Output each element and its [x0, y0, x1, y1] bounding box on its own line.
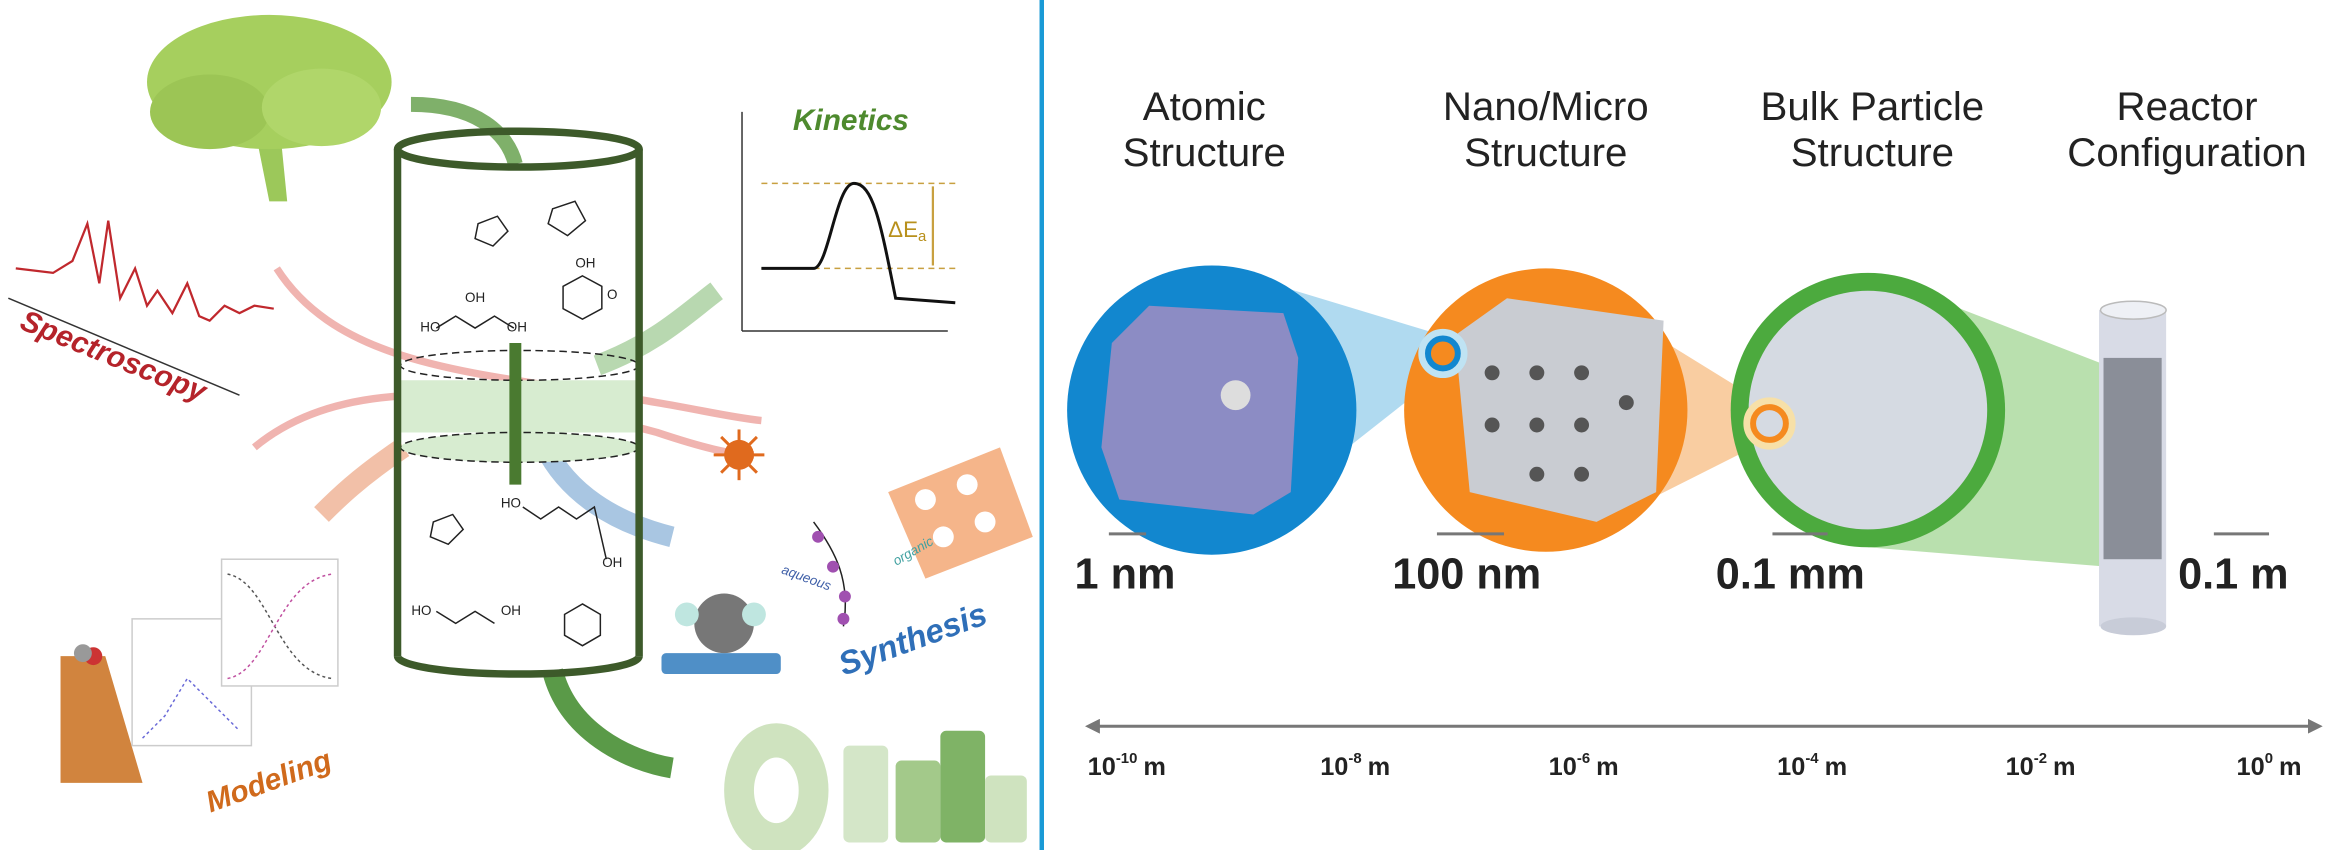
molecules	[429, 200, 608, 647]
tick-base: 10	[1320, 753, 1348, 781]
tick-unit: m	[2279, 753, 2302, 781]
tick-exponent: -10	[1116, 751, 1138, 767]
axis-tick-label: 10-4 m	[1777, 751, 1847, 781]
axis-tick-label: 10-10 m	[1088, 751, 1166, 781]
axis-tick-label: 10-2 m	[2006, 751, 2076, 781]
atom-label: O	[607, 287, 617, 302]
tick-base: 10	[1549, 753, 1577, 781]
header: Structure	[1464, 130, 1627, 175]
atom-label: OH	[465, 290, 485, 305]
products	[724, 723, 1027, 850]
header: Structure	[1791, 130, 1954, 175]
arrow	[410, 96, 523, 167]
header-line: Structure	[1791, 130, 1954, 175]
atom-label: OH	[507, 320, 527, 335]
header-line: Configuration	[2067, 130, 2306, 175]
header-line: Atomic	[1143, 84, 1266, 129]
activation-energy: ΔEa	[888, 217, 927, 245]
axis-tick-label: 10-6 m	[1549, 751, 1619, 781]
bulk-circle	[1730, 272, 2006, 548]
tick-unit: m	[1368, 753, 1391, 781]
tick-base: 10	[1088, 753, 1116, 781]
tick-exponent: -6	[1577, 751, 1590, 767]
tree	[147, 14, 392, 202]
tick-base: 10	[2237, 753, 2265, 781]
arrow	[593, 282, 723, 376]
header-line: Reactor	[2117, 84, 2258, 129]
spectrum	[15, 219, 274, 322]
tick-base: 10	[1777, 753, 1805, 781]
arrow	[542, 668, 674, 779]
tick-exponent: -8	[1348, 751, 1361, 767]
baseline	[8, 297, 240, 396]
catalyst	[661, 593, 781, 675]
header: Structure	[1123, 130, 1286, 175]
kinetics-plot	[741, 111, 956, 332]
right-panel: Atomic Structure Nano/Micro Structure Bu…	[1067, 84, 2323, 781]
atom-label: HO	[420, 320, 440, 335]
modeling-label: Modeling	[202, 743, 336, 819]
modeling-plots	[60, 558, 339, 783]
tick-unit: m	[2053, 753, 2076, 781]
header-line: Bulk Particle	[1761, 84, 1985, 129]
atom-label: OH	[501, 603, 521, 618]
header-line: Nano/Micro	[1443, 84, 1649, 129]
header: Atomic	[1143, 84, 1266, 129]
scale-label: 0.1 m	[2178, 551, 2289, 599]
aqueous-label: aqueous	[780, 562, 834, 594]
header: Nano/Micro	[1443, 84, 1649, 129]
tick-exponent: -4	[1805, 751, 1819, 767]
tick-unit: m	[1143, 753, 1166, 781]
left-panel: Spectroscopy O	[8, 14, 1033, 850]
tick-exponent: -2	[2034, 751, 2047, 767]
subscript: a	[918, 229, 927, 245]
axis-tick-label: 10-8 m	[1320, 751, 1390, 781]
nano-circle	[1404, 268, 1688, 552]
scale-label: 0.1 mm	[1716, 551, 1865, 599]
arrow	[314, 438, 410, 522]
header: Reactor	[2117, 84, 2258, 129]
axis-tick-label: 100 m	[2237, 751, 2302, 781]
porous-slab	[888, 447, 1033, 579]
header: Configuration	[2067, 130, 2306, 175]
reactor-cylinder	[393, 127, 643, 678]
header: Bulk Particle	[1761, 84, 1985, 129]
scale-label: 1 nm	[1075, 551, 1176, 599]
atom-label: HO	[501, 496, 521, 511]
tick-base: 10	[2006, 753, 2034, 781]
reactor-tube	[2099, 300, 2167, 636]
header-line: Structure	[1123, 130, 1286, 175]
spectroscopy-label: Spectroscopy	[16, 304, 212, 409]
atom-label: HO	[411, 603, 431, 618]
axis-ticks: 10-10 m 10-8 m 10-6 m 10-4 m 10-2 m 100 m	[1088, 751, 2302, 781]
polymer-chain	[812, 521, 851, 627]
tick-unit: m	[1596, 753, 1619, 781]
tick-unit: m	[1825, 753, 1848, 781]
scale-label: 100 nm	[1392, 551, 1541, 599]
header-line: Structure	[1464, 130, 1627, 175]
atomic-circle	[1067, 265, 1357, 555]
kinetics-title: Kinetics	[793, 104, 909, 137]
delta-e: ΔE	[888, 217, 918, 242]
synthesis-label: Synthesis	[833, 595, 991, 683]
atom-label: OH	[575, 255, 595, 270]
atom-label: OH	[602, 555, 622, 570]
tick-exponent: 0	[2265, 751, 2273, 767]
sun	[713, 429, 765, 481]
